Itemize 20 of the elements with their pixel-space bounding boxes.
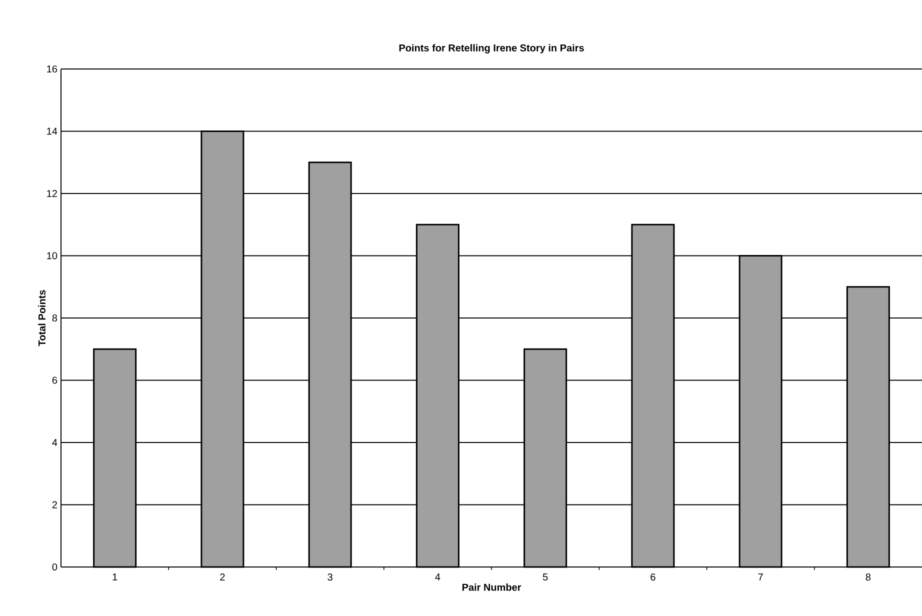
y-axis-title: Total Points [38, 290, 46, 346]
x-tick-label: 3 [328, 574, 332, 581]
x-axis-title: Pair Number [462, 583, 522, 591]
y-tick-label: 8 [52, 314, 58, 322]
x-tick-label: 6 [650, 574, 656, 581]
y-tick-label: 6 [52, 376, 58, 384]
x-tick-label: 1 [112, 574, 118, 580]
x-tick-label: 7 [758, 574, 763, 580]
y-tick-label: 10 [47, 252, 58, 260]
y-tick-label: 16 [47, 65, 58, 73]
x-tick-label: 4 [435, 574, 440, 580]
y-tick-label: 14 [47, 128, 58, 135]
y-tick-label: 12 [47, 190, 57, 197]
y-tick-label: 4 [52, 439, 58, 446]
chart-title: Points for Retelling Irene Story in Pairs [399, 44, 584, 54]
x-tick-label: 8 [866, 574, 871, 581]
x-tick-label: 2 [220, 574, 225, 580]
y-tick-label: 0 [52, 563, 58, 571]
y-tick-label: 2 [52, 501, 57, 508]
x-tick-label: 5 [542, 574, 548, 580]
